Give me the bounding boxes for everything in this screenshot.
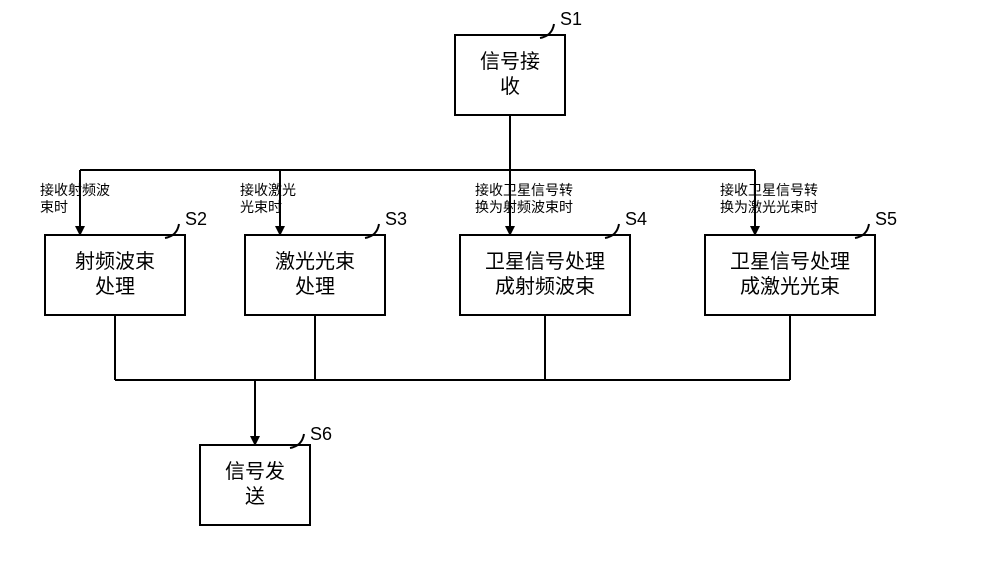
node-s2-tag: S2 bbox=[185, 209, 207, 229]
edge-label-s4: 换为射频波束时 bbox=[475, 199, 573, 215]
node-s4-tag: S4 bbox=[625, 209, 647, 229]
edge-label-s2: 接收射频波 bbox=[40, 182, 110, 198]
node-s2: 射频波束处理 S2 bbox=[45, 209, 207, 315]
node-s3-text: 处理 bbox=[295, 275, 335, 298]
node-s5-tag: S5 bbox=[875, 209, 897, 229]
node-s5: 卫星信号处理成激光光束 S5 bbox=[705, 209, 897, 315]
node-s1: 信号接收 S1 bbox=[455, 9, 582, 115]
node-s6: 信号发送 S6 bbox=[200, 424, 332, 525]
node-s6-text: 送 bbox=[245, 485, 265, 508]
edge-label-s3: 光束时 bbox=[240, 199, 282, 215]
edge-label-s2: 束时 bbox=[40, 199, 68, 215]
node-s6-text: 信号发 bbox=[225, 460, 285, 483]
node-s2-text: 射频波束 bbox=[75, 250, 155, 273]
edge-label-s4: 接收卫星信号转 bbox=[475, 182, 573, 198]
node-s3-text: 激光光束 bbox=[275, 250, 355, 273]
edge-label-s5: 接收卫星信号转 bbox=[720, 182, 818, 198]
node-s5-text: 卫星信号处理 bbox=[730, 250, 850, 273]
node-s3-tag: S3 bbox=[385, 209, 407, 229]
node-s3: 激光光束处理 S3 bbox=[245, 209, 407, 315]
node-s4-text: 卫星信号处理 bbox=[485, 250, 605, 273]
edge-label-s5: 换为激光光束时 bbox=[720, 199, 818, 215]
node-s2-text: 处理 bbox=[95, 275, 135, 298]
flowchart-canvas: 接收射频波束时接收激光光束时接收卫星信号转换为射频波束时接收卫星信号转换为激光光… bbox=[0, 0, 1000, 565]
node-s6-tag: S6 bbox=[310, 424, 332, 444]
node-s4: 卫星信号处理成射频波束 S4 bbox=[460, 209, 647, 315]
node-s1-tag: S1 bbox=[560, 9, 582, 29]
node-s1-text: 信号接 bbox=[480, 50, 540, 73]
node-s5-text: 成激光光束 bbox=[740, 275, 840, 298]
node-s4-text: 成射频波束 bbox=[495, 275, 595, 298]
node-s1-text: 收 bbox=[500, 75, 520, 98]
edge-label-s3: 接收激光 bbox=[240, 182, 296, 198]
